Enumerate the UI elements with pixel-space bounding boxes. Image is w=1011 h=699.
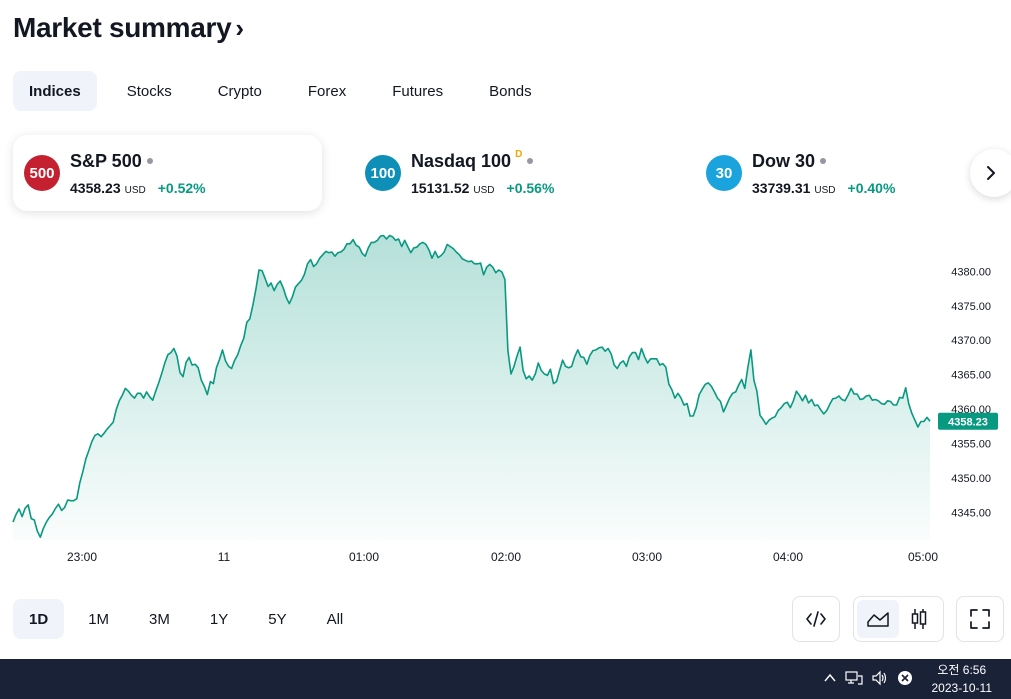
- range-3m[interactable]: 3M: [149, 610, 170, 628]
- range-1m[interactable]: 1M: [88, 610, 110, 628]
- market-status-dot: [527, 158, 534, 164]
- index-name: Dow 30: [752, 150, 816, 171]
- price-area-fill: [13, 235, 930, 540]
- y-tick-label: 4370.00: [951, 335, 991, 347]
- x-tick-label: 05:00: [908, 550, 938, 564]
- area-chart-icon: [867, 612, 889, 627]
- market-summary-title[interactable]: Market summary ›: [13, 12, 244, 44]
- nasdaq100-logo: 100: [365, 155, 401, 191]
- index-change: +0.40%: [847, 179, 896, 196]
- tab-crypto[interactable]: Crypto: [217, 82, 262, 100]
- index-currency: USD: [124, 184, 146, 196]
- chevron-up-icon[interactable]: [823, 671, 837, 685]
- y-tick-label: 4345.00: [951, 507, 991, 519]
- code-icon: [806, 611, 826, 627]
- index-change: +0.56%: [506, 179, 555, 196]
- range-all[interactable]: All: [326, 610, 344, 628]
- tab-futures[interactable]: Futures: [392, 82, 444, 100]
- y-tick-label: 4350.00: [951, 473, 991, 485]
- fullscreen-icon: [970, 609, 990, 629]
- notification-off-icon[interactable]: [897, 670, 913, 686]
- index-name: S&P 500: [70, 150, 142, 171]
- candlestick-icon: [912, 609, 927, 629]
- price-line: [12, 234, 931, 538]
- x-tick-label: 03:00: [632, 550, 662, 564]
- tab-stocks[interactable]: Stocks: [126, 82, 172, 100]
- tab-bonds[interactable]: Bonds: [489, 82, 532, 100]
- delayed-data-flag: D: [515, 148, 523, 160]
- index-card-sp500[interactable]: 500 S&P 500 4358.23 USD +0.52%: [13, 135, 322, 211]
- candle-chart-button[interactable]: [899, 600, 941, 638]
- y-tick-label: 4380.00: [951, 266, 991, 278]
- volume-icon[interactable]: [871, 670, 889, 686]
- x-tick-label: 23:00: [67, 550, 97, 564]
- system-clock[interactable]: 오전 6:56 2023-10-11: [932, 661, 993, 697]
- range-1y[interactable]: 1Y: [209, 610, 229, 628]
- chevron-right-icon: ›: [235, 12, 244, 43]
- chevron-right-icon: [987, 166, 995, 180]
- last-price-marker: 4358.23: [938, 412, 998, 430]
- index-price: 33739.31: [752, 179, 811, 196]
- time-range-selector: 1D 1M 3M 1Y 5Y All: [13, 599, 367, 639]
- clock-date: 2023-10-11: [931, 681, 993, 695]
- x-tick-label: 01:00: [349, 550, 379, 564]
- index-price: 4358.23: [70, 179, 121, 196]
- network-icon[interactable]: [845, 670, 863, 686]
- index-cards: 500 S&P 500 4358.23 USD +0.52% 100 Nasda…: [13, 135, 1011, 211]
- index-currency: USD: [473, 184, 495, 196]
- index-card-nasdaq100[interactable]: 100 Nasdaq 100 D 15131.52 USD +0.56%: [354, 135, 654, 211]
- y-tick-label: 4365.00: [951, 370, 991, 382]
- x-tick-label: 11: [218, 550, 231, 564]
- x-tick-label: 04:00: [773, 550, 803, 564]
- x-tick-label: 02:00: [491, 550, 521, 564]
- chart-style-toggle: [853, 596, 944, 642]
- index-currency: USD: [814, 184, 836, 196]
- clock-time: 오전 6:56: [937, 663, 987, 677]
- index-name: Nasdaq 100: [411, 150, 512, 171]
- market-status-dot: [820, 158, 827, 164]
- range-5y[interactable]: 5Y: [268, 610, 287, 628]
- next-cards-button[interactable]: [970, 149, 1011, 197]
- price-chart[interactable]: 4380.004375.004370.004365.004360.004355.…: [0, 230, 1011, 570]
- index-change: +0.52%: [157, 179, 206, 196]
- area-chart-button[interactable]: [857, 600, 899, 638]
- category-tabs: Indices Stocks Crypto Forex Futures Bond…: [13, 71, 562, 111]
- index-card-dow30[interactable]: 30 Dow 30 33739.31 USD +0.40%: [695, 135, 965, 211]
- sp500-logo: 500: [24, 155, 60, 191]
- x-axis: 23:00 11 01:00 02:00 03:00 04:00 05:00: [67, 550, 938, 564]
- page-title: Market summary: [13, 12, 232, 43]
- market-status-dot: [146, 158, 153, 164]
- y-tick-label: 4375.00: [951, 301, 991, 313]
- index-price: 15131.52: [411, 179, 470, 196]
- system-tray: [823, 670, 913, 686]
- tab-forex[interactable]: Forex: [307, 82, 347, 100]
- dow30-logo: 30: [706, 155, 742, 191]
- y-tick-label: 4355.00: [951, 439, 991, 451]
- fullscreen-button[interactable]: [956, 596, 1004, 642]
- embed-button[interactable]: [792, 596, 840, 642]
- os-taskbar: 오전 6:56 2023-10-11: [0, 659, 1011, 699]
- tab-indices[interactable]: Indices: [13, 71, 97, 111]
- range-1d[interactable]: 1D: [13, 599, 65, 639]
- last-price-label: 4358.23: [948, 416, 988, 428]
- y-axis: 4380.004375.004370.004365.004360.004355.…: [951, 266, 991, 519]
